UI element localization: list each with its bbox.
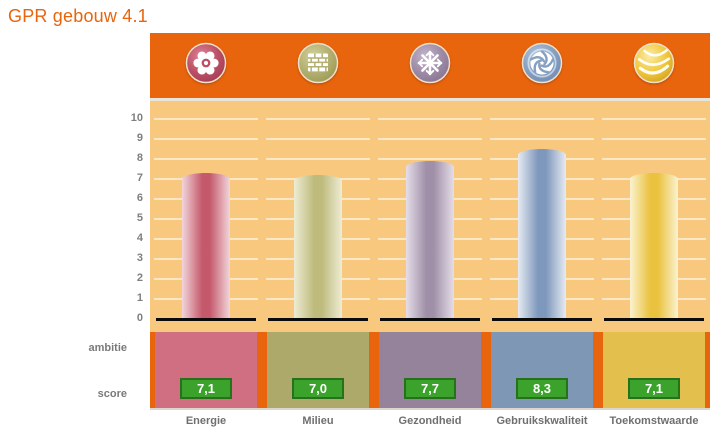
gridline bbox=[602, 118, 706, 120]
bar-toekomstwaarde bbox=[630, 173, 678, 319]
score-badge-gebruikskwaliteit: 8,3 bbox=[516, 378, 568, 399]
module-icons-bar bbox=[150, 33, 710, 98]
score-row-label: score bbox=[97, 388, 127, 400]
zero-baseline bbox=[492, 318, 592, 321]
gridline bbox=[266, 158, 370, 160]
gridline bbox=[490, 138, 594, 140]
gridline bbox=[266, 138, 370, 140]
y-axis-label: 9 bbox=[136, 132, 143, 144]
snowflake-icon[interactable] bbox=[409, 42, 451, 84]
zero-baseline bbox=[604, 318, 704, 321]
bar-gezondheid bbox=[406, 161, 454, 319]
score-badge-milieu: 7,0 bbox=[292, 378, 344, 399]
yarn-ball-icon[interactable] bbox=[633, 42, 675, 84]
gridline bbox=[602, 158, 706, 160]
gridline bbox=[378, 118, 482, 120]
y-axis-label: 1 bbox=[136, 292, 143, 304]
gridline bbox=[602, 138, 706, 140]
gridline bbox=[378, 138, 482, 140]
zero-baseline bbox=[156, 318, 256, 321]
bar-milieu bbox=[294, 175, 342, 319]
category-labels-row: Energie Milieu Gezondheid Gebruikskwaliteit… bbox=[150, 412, 710, 430]
bar-energie bbox=[182, 173, 230, 319]
category-label-gebruikskwaliteit: Gebruikskwaliteit bbox=[496, 415, 588, 427]
gridline bbox=[154, 118, 258, 120]
category-label-milieu: Milieu bbox=[302, 415, 334, 427]
page-title: GPR gebouw 4.1 bbox=[8, 6, 148, 26]
aperture-icon[interactable] bbox=[521, 42, 563, 84]
gridline bbox=[154, 138, 258, 140]
category-label-toekomstwaarde: Toekomstwaarde bbox=[609, 415, 699, 427]
gear-icon[interactable] bbox=[185, 42, 227, 84]
category-label-energie: Energie bbox=[185, 415, 227, 427]
bar-gebruikskwaliteit bbox=[518, 149, 566, 319]
gridline bbox=[266, 118, 370, 120]
gridline bbox=[490, 118, 594, 120]
y-axis-label: 6 bbox=[136, 192, 143, 204]
strip-bottom-border bbox=[150, 408, 710, 410]
plot-area bbox=[150, 101, 710, 332]
gridline bbox=[378, 158, 482, 160]
y-axis-label: 10 bbox=[130, 112, 143, 124]
icon-cell-gebruikskwaliteit bbox=[486, 33, 598, 98]
score-badge-gezondheid: 7,7 bbox=[404, 378, 456, 399]
y-axis-label: 4 bbox=[136, 232, 143, 244]
band-separator bbox=[150, 98, 710, 101]
ambitie-strip: 7,1 7,0 7,7 8,3 7,1 bbox=[150, 332, 710, 408]
ambitie-row-label: ambitie bbox=[88, 342, 127, 354]
brick-wall-icon[interactable] bbox=[297, 42, 339, 84]
score-badge-toekomstwaarde: 7,1 bbox=[628, 378, 680, 399]
y-axis-label: 8 bbox=[136, 152, 143, 164]
y-axis-label: 7 bbox=[136, 172, 143, 184]
y-axis-label: 2 bbox=[136, 272, 143, 284]
y-axis-label: 5 bbox=[136, 212, 143, 224]
icon-cell-milieu bbox=[262, 33, 374, 98]
icon-cell-gezondheid bbox=[374, 33, 486, 98]
score-badge-energie: 7,1 bbox=[180, 378, 232, 399]
icon-cell-toekomstwaarde bbox=[598, 33, 710, 98]
icon-cell-energie bbox=[150, 33, 262, 98]
zero-baseline bbox=[268, 318, 368, 321]
gridline bbox=[154, 158, 258, 160]
zero-baseline bbox=[380, 318, 480, 321]
category-label-gezondheid: Gezondheid bbox=[398, 415, 462, 427]
y-axis-label: 0 bbox=[136, 312, 143, 324]
y-axis-label: 3 bbox=[136, 252, 143, 264]
